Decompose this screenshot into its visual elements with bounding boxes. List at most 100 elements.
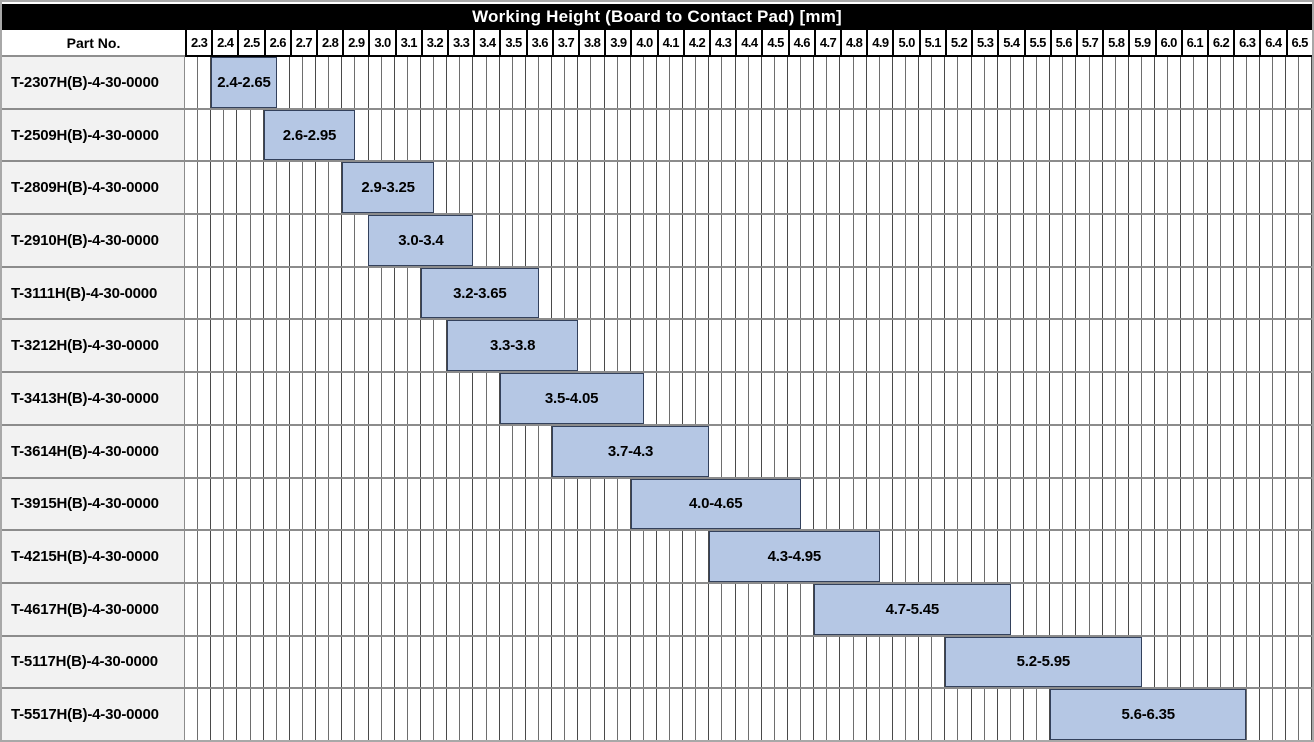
- grid-cell: [526, 215, 539, 266]
- row-chart-area: 4.3-4.95: [185, 531, 1312, 582]
- grid-cell: [1299, 531, 1312, 582]
- grid-cell: [224, 689, 238, 740]
- grid-cell: [395, 583, 408, 635]
- grid-cell: [696, 689, 710, 740]
- grid-cell: [526, 531, 539, 582]
- grid-cell: [880, 531, 893, 582]
- grid-cell: [303, 636, 317, 688]
- grid-cell: [1037, 109, 1051, 161]
- grid-cell: [290, 636, 303, 688]
- grid-cell: [408, 689, 421, 740]
- grid-cell: [683, 267, 697, 319]
- grid-cell: [1011, 531, 1024, 582]
- grid-cell: [408, 267, 421, 319]
- grid-cell: [1129, 162, 1142, 214]
- grid-cell: [736, 373, 749, 424]
- grid-cell: [552, 57, 566, 108]
- grid-cell: [526, 109, 539, 161]
- grid-cell: [303, 425, 317, 477]
- grid-cell: [827, 373, 841, 424]
- grid-cell: [1181, 215, 1195, 266]
- grid-cell: [526, 57, 539, 108]
- grid-cell: [631, 531, 644, 582]
- grid-cell: [670, 636, 684, 688]
- axis-tick: 6.1: [1180, 30, 1207, 57]
- grid-cell: [1129, 478, 1142, 530]
- grid-cell: [513, 162, 526, 214]
- grid-cell: [565, 478, 579, 530]
- table-row: T-2809H(B)-4-30-0000 2.9-3.25: [2, 162, 1312, 216]
- table-row: T-4215H(B)-4-30-0000 4.3-4.95: [2, 531, 1312, 584]
- row-chart-area: 4.0-4.65: [185, 478, 1312, 530]
- grid-cell: [932, 531, 946, 582]
- grid-cell: [224, 215, 238, 266]
- grid-cell: [1090, 109, 1103, 161]
- grid-cell: [670, 531, 684, 582]
- grid-cell: [1076, 373, 1090, 424]
- grid-cell: [1286, 689, 1300, 740]
- grid-cell: [1273, 162, 1287, 214]
- grid-cell: [1260, 689, 1274, 740]
- grid-cell: [827, 478, 841, 530]
- grid-cell: [919, 425, 933, 477]
- grid-cell: [1050, 320, 1064, 372]
- grid-cell: [237, 109, 251, 161]
- grid-cell: [500, 478, 513, 530]
- grid-cell: [1103, 425, 1116, 477]
- grid-cell: [1142, 215, 1156, 266]
- grid-cell: [1129, 320, 1142, 372]
- grid-cell: [788, 583, 802, 635]
- grid-cell: [972, 215, 985, 266]
- grid-cell: [1221, 425, 1234, 477]
- grid-cell: [631, 320, 644, 372]
- grid-cell: [513, 425, 526, 477]
- grid-cell: [906, 109, 920, 161]
- chart-rows: T-2307H(B)-4-30-0000 2.4-2.65 T-2509H(B)-4…: [2, 57, 1312, 740]
- grid-cell: [840, 689, 854, 740]
- grid-cell: [867, 57, 880, 108]
- grid-cell: [237, 583, 251, 635]
- grid-cell: [854, 689, 867, 740]
- range-bar: 4.7-5.45: [814, 583, 1011, 635]
- grid-cell: [709, 636, 723, 688]
- grid-cell: [683, 531, 697, 582]
- grid-cell: [1011, 583, 1024, 635]
- grid-cell: [421, 636, 435, 688]
- grid-cell: [264, 267, 277, 319]
- grid-cell: [919, 215, 933, 266]
- grid-cell: [526, 583, 539, 635]
- grid-cell: [591, 162, 605, 214]
- grid-cell: [801, 373, 815, 424]
- grid-cell: [618, 109, 631, 161]
- grid-cell: [1063, 478, 1077, 530]
- grid-cell: [605, 583, 618, 635]
- grid-cell: [893, 267, 907, 319]
- table-row: T-3614H(B)-4-30-0000 3.7-4.3: [2, 425, 1312, 479]
- grid-cell: [1181, 320, 1195, 372]
- grid-cell: [709, 215, 723, 266]
- chart-title-bar: Working Height (Board to Contact Pad) [m…: [2, 4, 1312, 30]
- grid-cell: [1155, 583, 1169, 635]
- grid-cell: [1247, 215, 1260, 266]
- grid-cell: [1286, 320, 1300, 372]
- grid-cell: [1050, 425, 1064, 477]
- grid-cell: [342, 531, 356, 582]
- grid-cell: [591, 689, 605, 740]
- grid-cell: [290, 373, 303, 424]
- grid-cell: [487, 425, 500, 477]
- grid-cell: [932, 162, 946, 214]
- grid-cell: [591, 267, 605, 319]
- grid-cell: [591, 320, 605, 372]
- grid-cell: [958, 531, 972, 582]
- grid-cell: [382, 267, 395, 319]
- row-chart-area: 3.5-4.05: [185, 373, 1312, 424]
- range-label: 3.0-3.4: [398, 231, 444, 249]
- grid-cell: [840, 109, 854, 161]
- grid-cell: [919, 636, 933, 688]
- grid-cell: [631, 215, 644, 266]
- grid-cell: [893, 215, 907, 266]
- grid-cell: [1260, 583, 1274, 635]
- grid-cell: [513, 478, 526, 530]
- grid-cell: [722, 320, 736, 372]
- grid-cell: [1063, 215, 1077, 266]
